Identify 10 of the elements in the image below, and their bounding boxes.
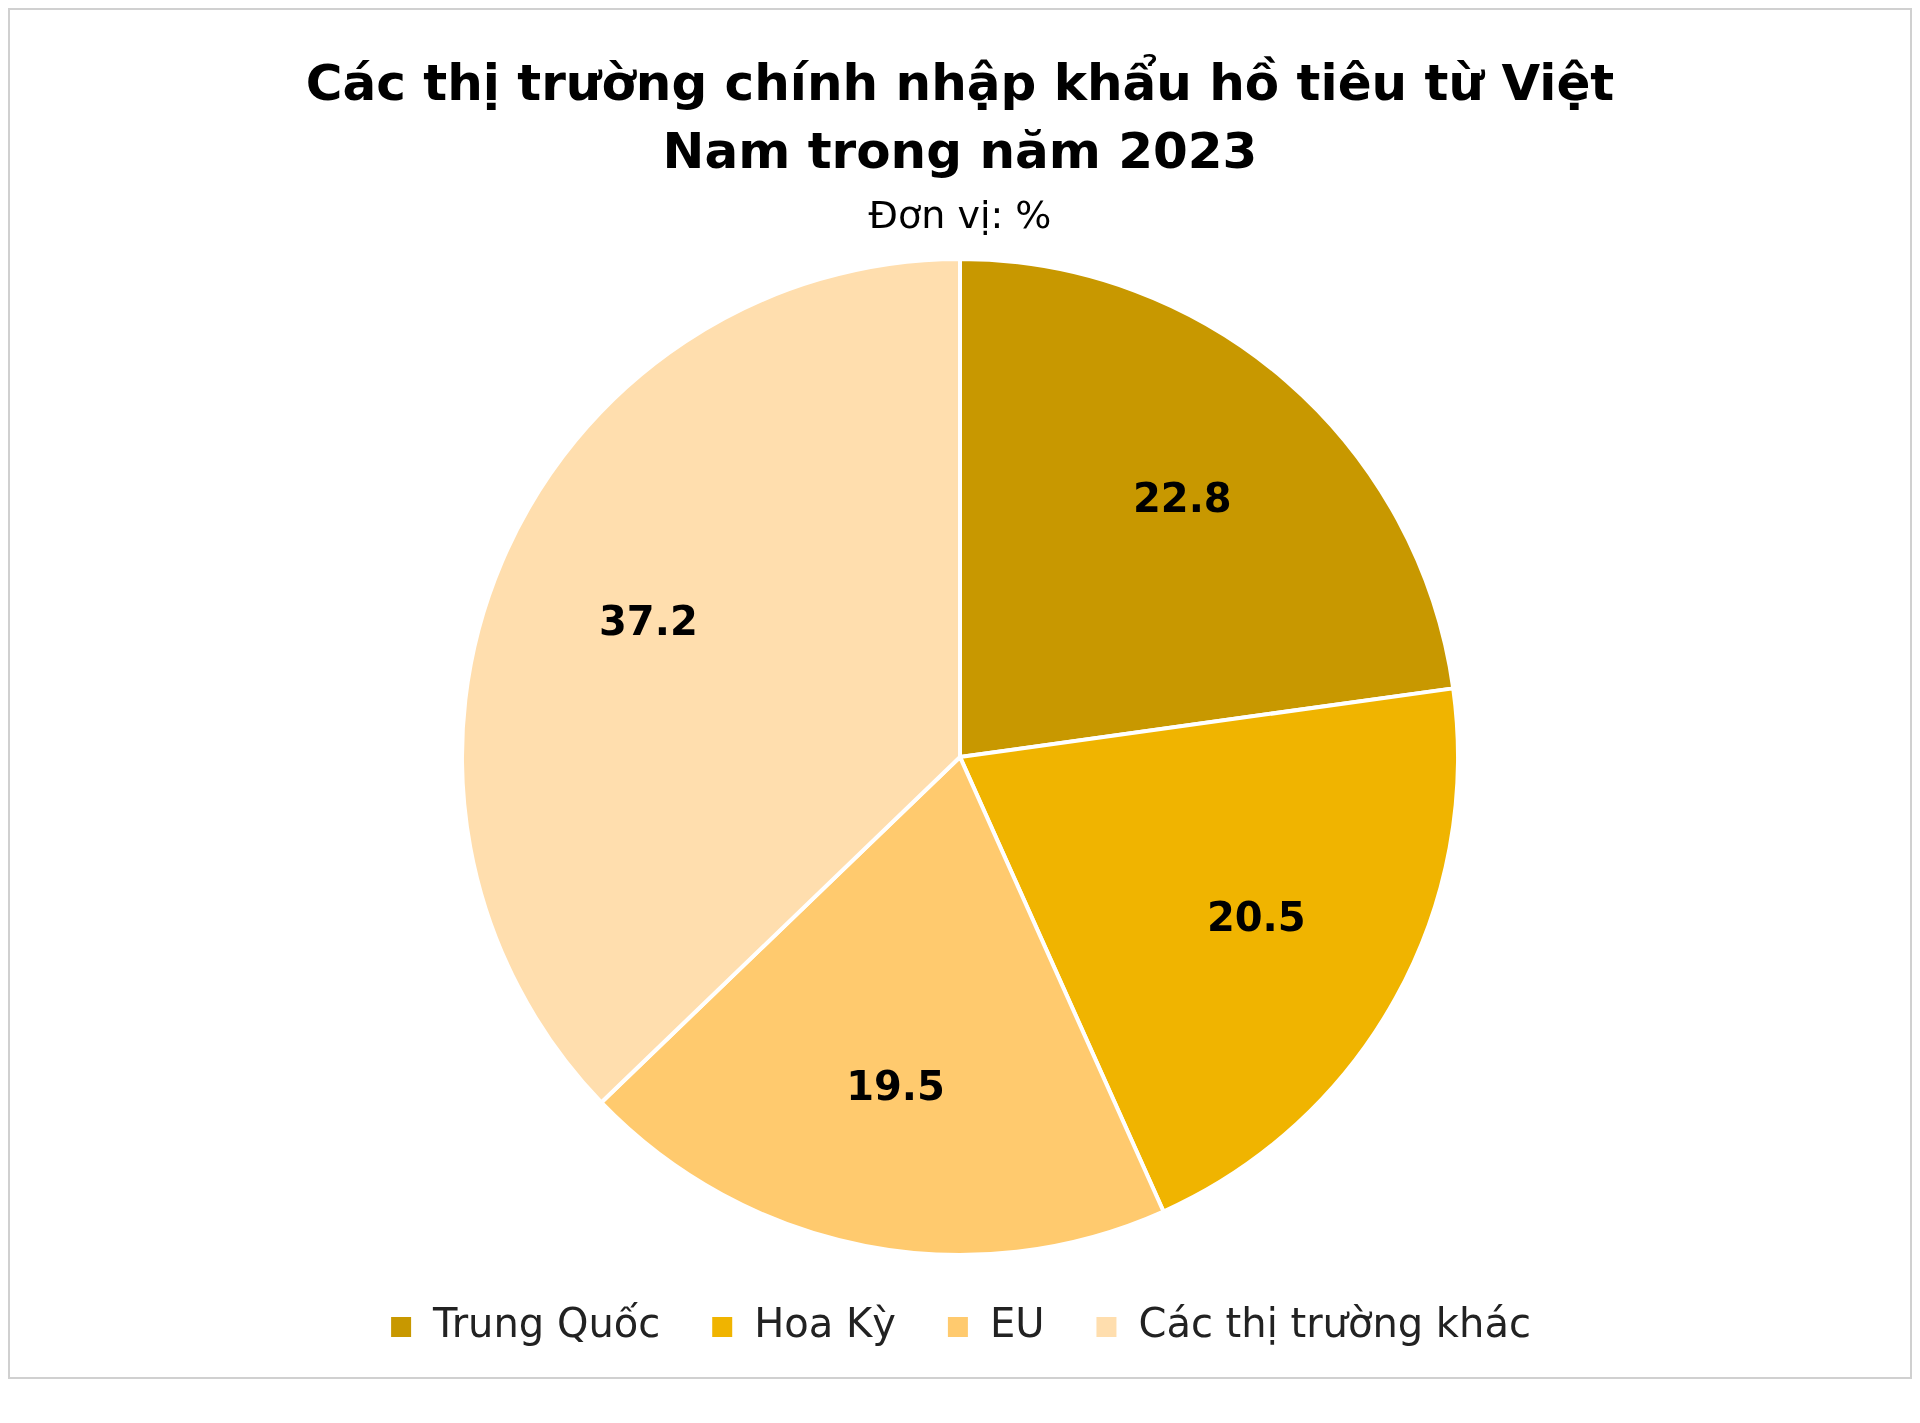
data-label: 37.2: [599, 597, 698, 644]
legend-label: Các thị trường khác: [1138, 1300, 1531, 1347]
data-label: 20.5: [1206, 894, 1306, 941]
legend-label: EU: [989, 1300, 1045, 1347]
data-label: 19.5: [846, 1062, 945, 1109]
data-label: 22.8: [1132, 474, 1232, 521]
legend-label: Trung Quốc: [432, 1300, 661, 1347]
legend-label: Hoa Kỳ: [754, 1300, 896, 1347]
chart-title: Các thị trường chính nhập khẩu hồ tiêu từ Việt Nam trong năm 2023: [304, 53, 1616, 182]
chart-subtitle: Đơn vị: %: [867, 193, 1053, 237]
